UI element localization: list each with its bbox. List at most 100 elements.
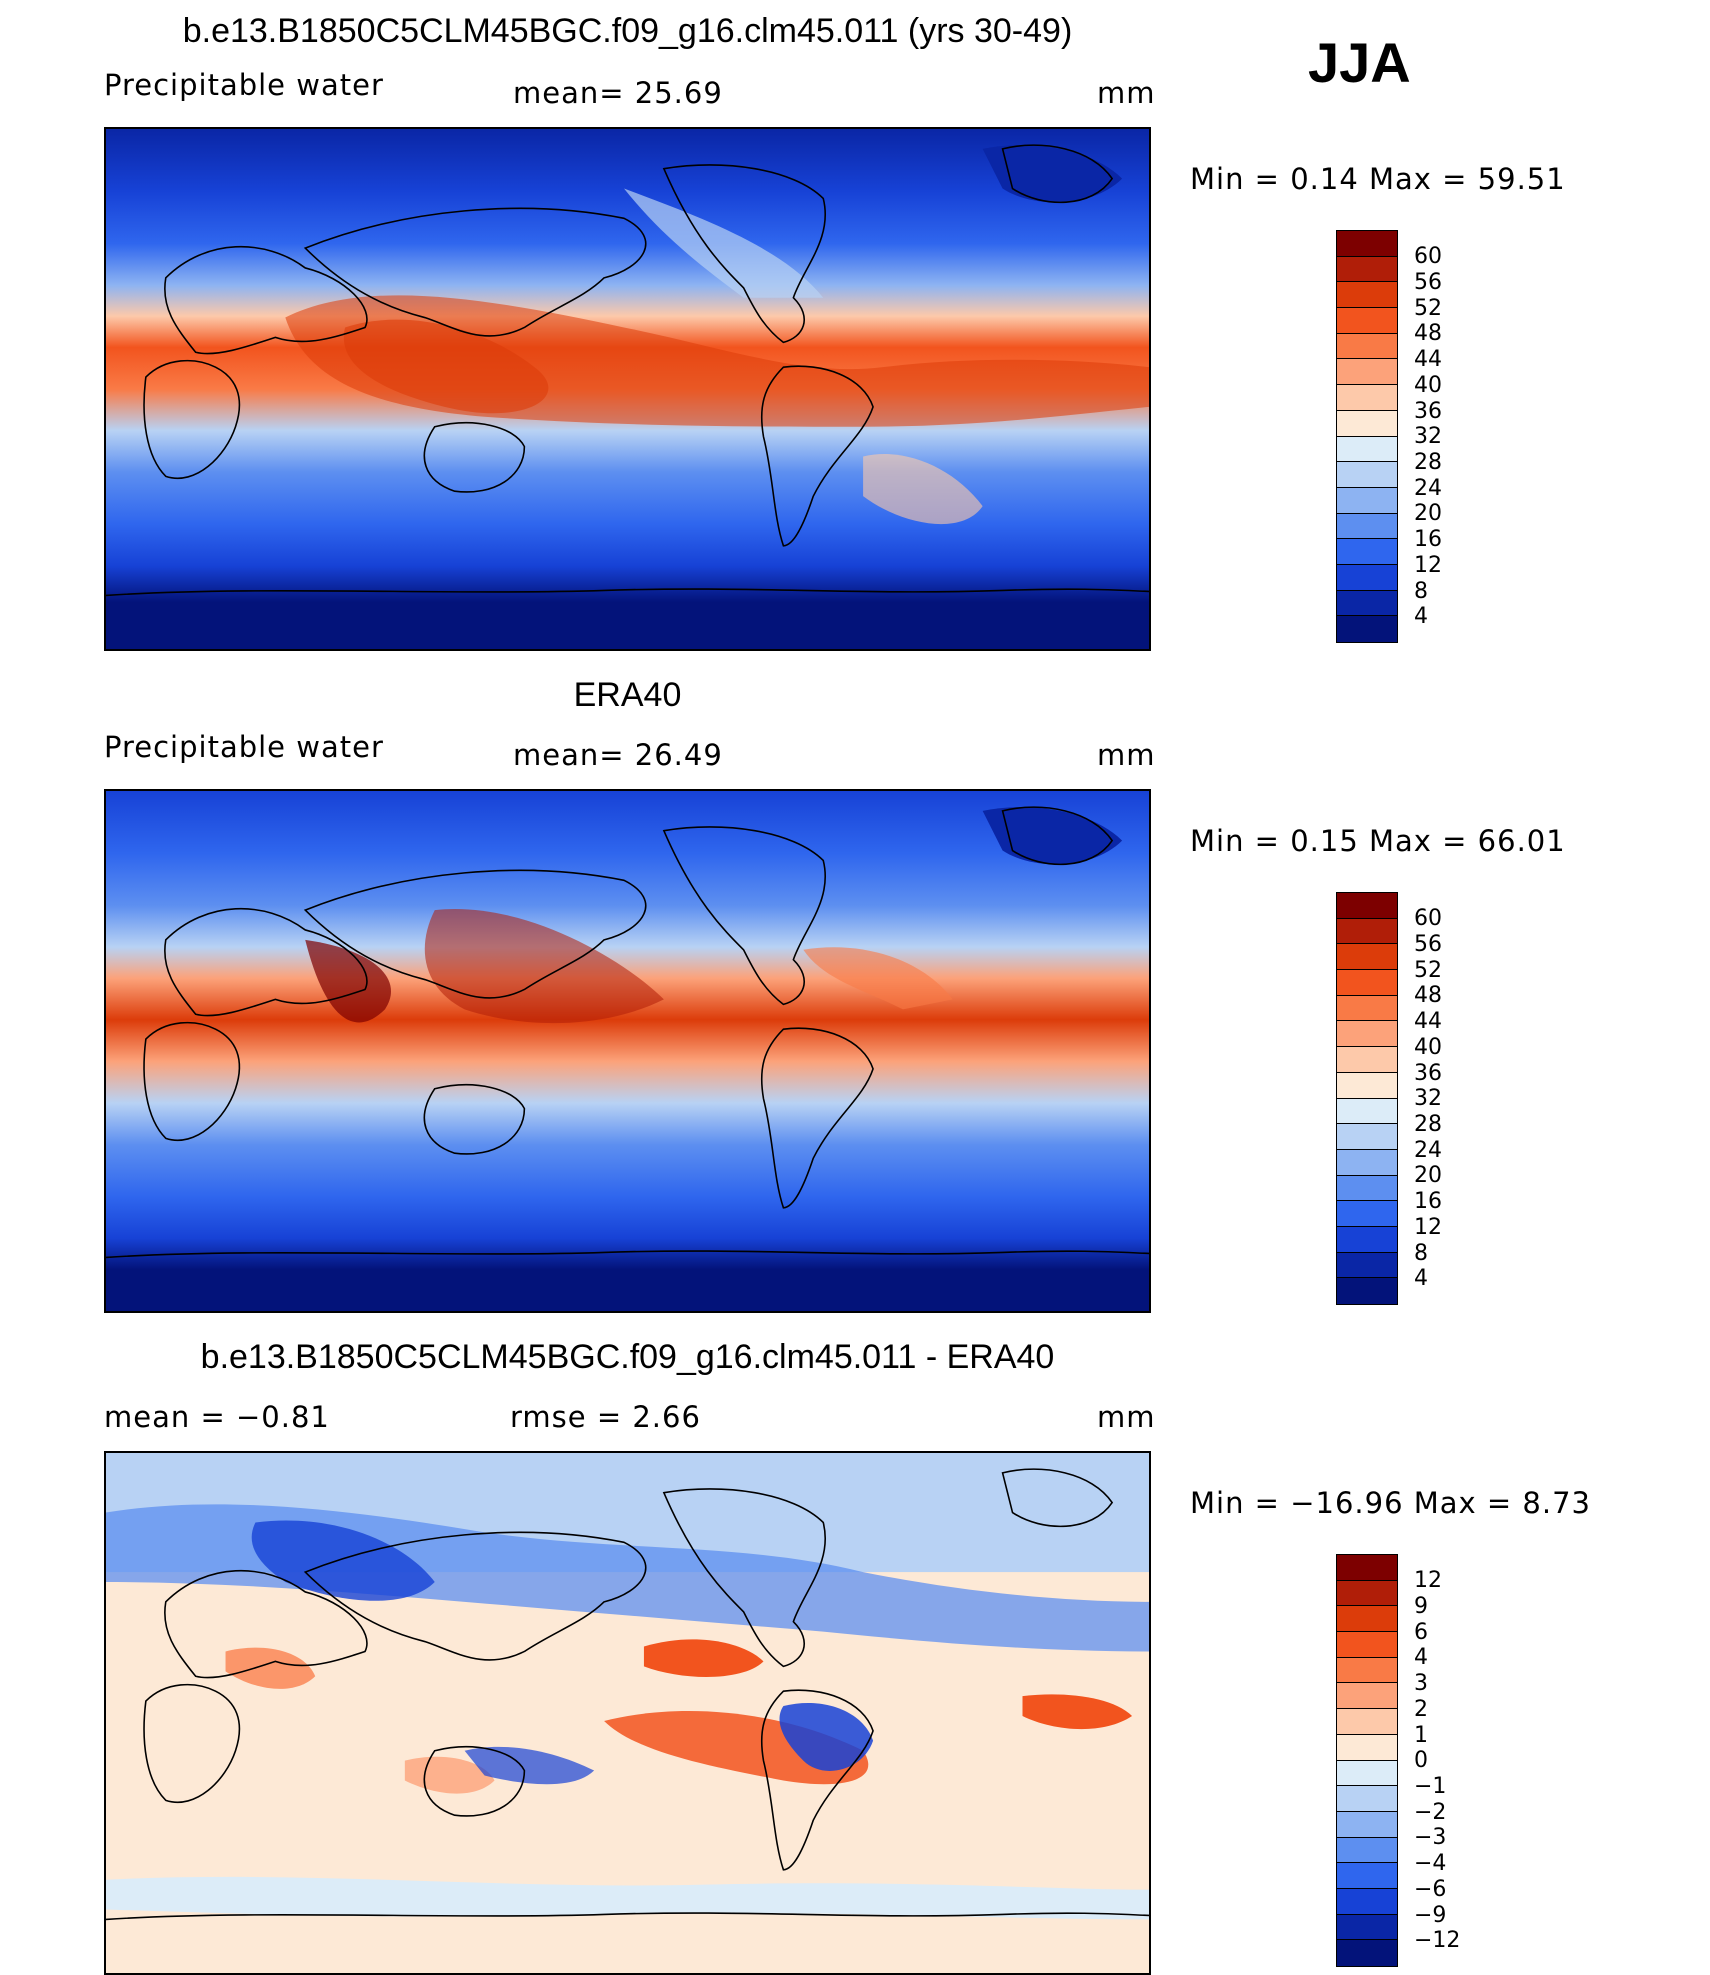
precipitable-water-map-era40 [104, 789, 1151, 1313]
colorbar-swatch [1337, 539, 1397, 565]
colorbar-tick-label: 48 [1414, 321, 1442, 346]
colorbar-swatch [1337, 970, 1397, 996]
colorbar-tick-label: 4 [1414, 1645, 1428, 1670]
colorbar-swatch [1337, 944, 1397, 971]
colorbar-swatch [1337, 1914, 1397, 1941]
colorbar-swatch [1337, 1124, 1397, 1150]
colorbar-swatch [1337, 564, 1397, 591]
colorbar-swatch [1337, 616, 1397, 642]
colorbar-tick-label: 12 [1414, 1215, 1442, 1240]
colorbar-swatch [1337, 1555, 1397, 1581]
colorbar [1336, 892, 1398, 1305]
min-max-label: Min = −16.96 Max = 8.73 [1190, 1486, 1591, 1520]
colorbar-tick-label: −1 [1414, 1774, 1447, 1799]
colorbar-tick-label: 8 [1414, 1241, 1428, 1266]
units-label: mm [1097, 76, 1156, 110]
colorbar-swatch [1337, 1709, 1397, 1735]
colorbar-tick-label: 28 [1414, 450, 1442, 475]
colorbar-tick-label: 28 [1414, 1112, 1442, 1137]
variable-label: Precipitable water [104, 730, 384, 764]
panel-title: ERA40 [573, 676, 682, 714]
colorbar-tick-label: 0 [1414, 1748, 1428, 1773]
colorbar-tick-label: −4 [1414, 1851, 1447, 1876]
colorbar-tick-label: 2 [1414, 1697, 1428, 1722]
colorbar-tick-label: 52 [1414, 958, 1442, 983]
colorbar-swatch [1337, 1683, 1397, 1710]
colorbar-swatch [1337, 462, 1397, 488]
colorbar [1336, 1554, 1398, 1967]
colorbar-tick-label: 9 [1414, 1594, 1428, 1619]
precipitable-water-difference-map [104, 1451, 1151, 1975]
colorbar-tick-label: −6 [1414, 1877, 1447, 1902]
colorbar-swatch [1337, 1837, 1397, 1864]
colorbar [1336, 230, 1398, 643]
colorbar-swatch [1337, 385, 1397, 411]
colorbar-tick-label: 36 [1414, 1061, 1442, 1086]
min-max-label: Min = 0.15 Max = 66.01 [1190, 824, 1566, 858]
colorbar-swatch [1337, 282, 1397, 309]
colorbar-tick-label: −3 [1414, 1825, 1447, 1850]
colorbar-swatch [1337, 893, 1397, 919]
panel-title: b.e13.B1850C5CLM45BGC.f09_g16.clm45.011 … [200, 1338, 1055, 1376]
colorbar-tick-label: 3 [1414, 1671, 1428, 1696]
colorbar-tick-label: 32 [1414, 1086, 1442, 1111]
colorbar-swatch [1337, 1863, 1397, 1889]
colorbar-tick-label: 8 [1414, 579, 1428, 604]
variable-label: Precipitable water [104, 68, 384, 102]
min-max-label: Min = 0.14 Max = 59.51 [1190, 162, 1566, 196]
colorbar-swatch [1337, 590, 1397, 617]
colorbar-swatch [1337, 410, 1397, 437]
colorbar-swatch [1337, 1226, 1397, 1253]
mean-label: mean= 26.49 [513, 738, 723, 772]
colorbar-swatch [1337, 333, 1397, 360]
colorbar-tick-label: 60 [1414, 906, 1442, 931]
colorbar-tick-label: 56 [1414, 932, 1442, 957]
colorbar-swatch [1337, 1606, 1397, 1633]
colorbar-tick-label: 6 [1414, 1620, 1428, 1645]
colorbar-tick-label: 60 [1414, 244, 1442, 269]
rmse-label: rmse = 2.66 [510, 1400, 701, 1434]
colorbar-swatch [1337, 995, 1397, 1022]
colorbar-tick-label: −2 [1414, 1800, 1447, 1825]
colorbar-swatch [1337, 1021, 1397, 1048]
colorbar-tick-label: 40 [1414, 1035, 1442, 1060]
colorbar-swatch [1337, 256, 1397, 283]
colorbar-tick-label: 44 [1414, 1009, 1442, 1034]
colorbar-swatch [1337, 1072, 1397, 1099]
colorbar-swatch [1337, 487, 1397, 514]
colorbar-swatch [1337, 1201, 1397, 1227]
colorbar-tick-label: 40 [1414, 373, 1442, 398]
colorbar-swatch [1337, 1940, 1397, 1966]
colorbar-swatch [1337, 1811, 1397, 1838]
colorbar-swatch [1337, 1252, 1397, 1279]
precipitable-water-map-model [104, 127, 1151, 651]
colorbar-tick-label: 20 [1414, 1163, 1442, 1188]
colorbar-tick-label: 16 [1414, 527, 1442, 552]
colorbar-swatch [1337, 1760, 1397, 1787]
colorbar-tick-label: 48 [1414, 983, 1442, 1008]
colorbar-tick-label: −9 [1414, 1903, 1447, 1928]
colorbar-swatch [1337, 1580, 1397, 1607]
colorbar-tick-label: 1 [1414, 1723, 1428, 1748]
colorbar-swatch [1337, 1175, 1397, 1202]
colorbar-tick-label: 16 [1414, 1189, 1442, 1214]
colorbar-swatch [1337, 513, 1397, 540]
colorbar-swatch [1337, 1632, 1397, 1658]
colorbar-swatch [1337, 231, 1397, 257]
units-label: mm [1097, 1400, 1156, 1434]
colorbar-tick-label: 44 [1414, 347, 1442, 372]
colorbar-tick-label: 24 [1414, 1138, 1442, 1163]
colorbar-swatch [1337, 1098, 1397, 1125]
colorbar-swatch [1337, 1149, 1397, 1176]
colorbar-swatch [1337, 359, 1397, 386]
colorbar-tick-label: 24 [1414, 476, 1442, 501]
colorbar-swatch [1337, 1278, 1397, 1304]
colorbar-swatch [1337, 436, 1397, 463]
colorbar-tick-label: 20 [1414, 501, 1442, 526]
mean-label: mean= 25.69 [513, 76, 723, 110]
colorbar-swatch [1337, 1657, 1397, 1684]
colorbar-swatch [1337, 308, 1397, 334]
colorbar-tick-label: −12 [1414, 1928, 1461, 1953]
colorbar-tick-label: 52 [1414, 296, 1442, 321]
colorbar-swatch [1337, 1734, 1397, 1761]
